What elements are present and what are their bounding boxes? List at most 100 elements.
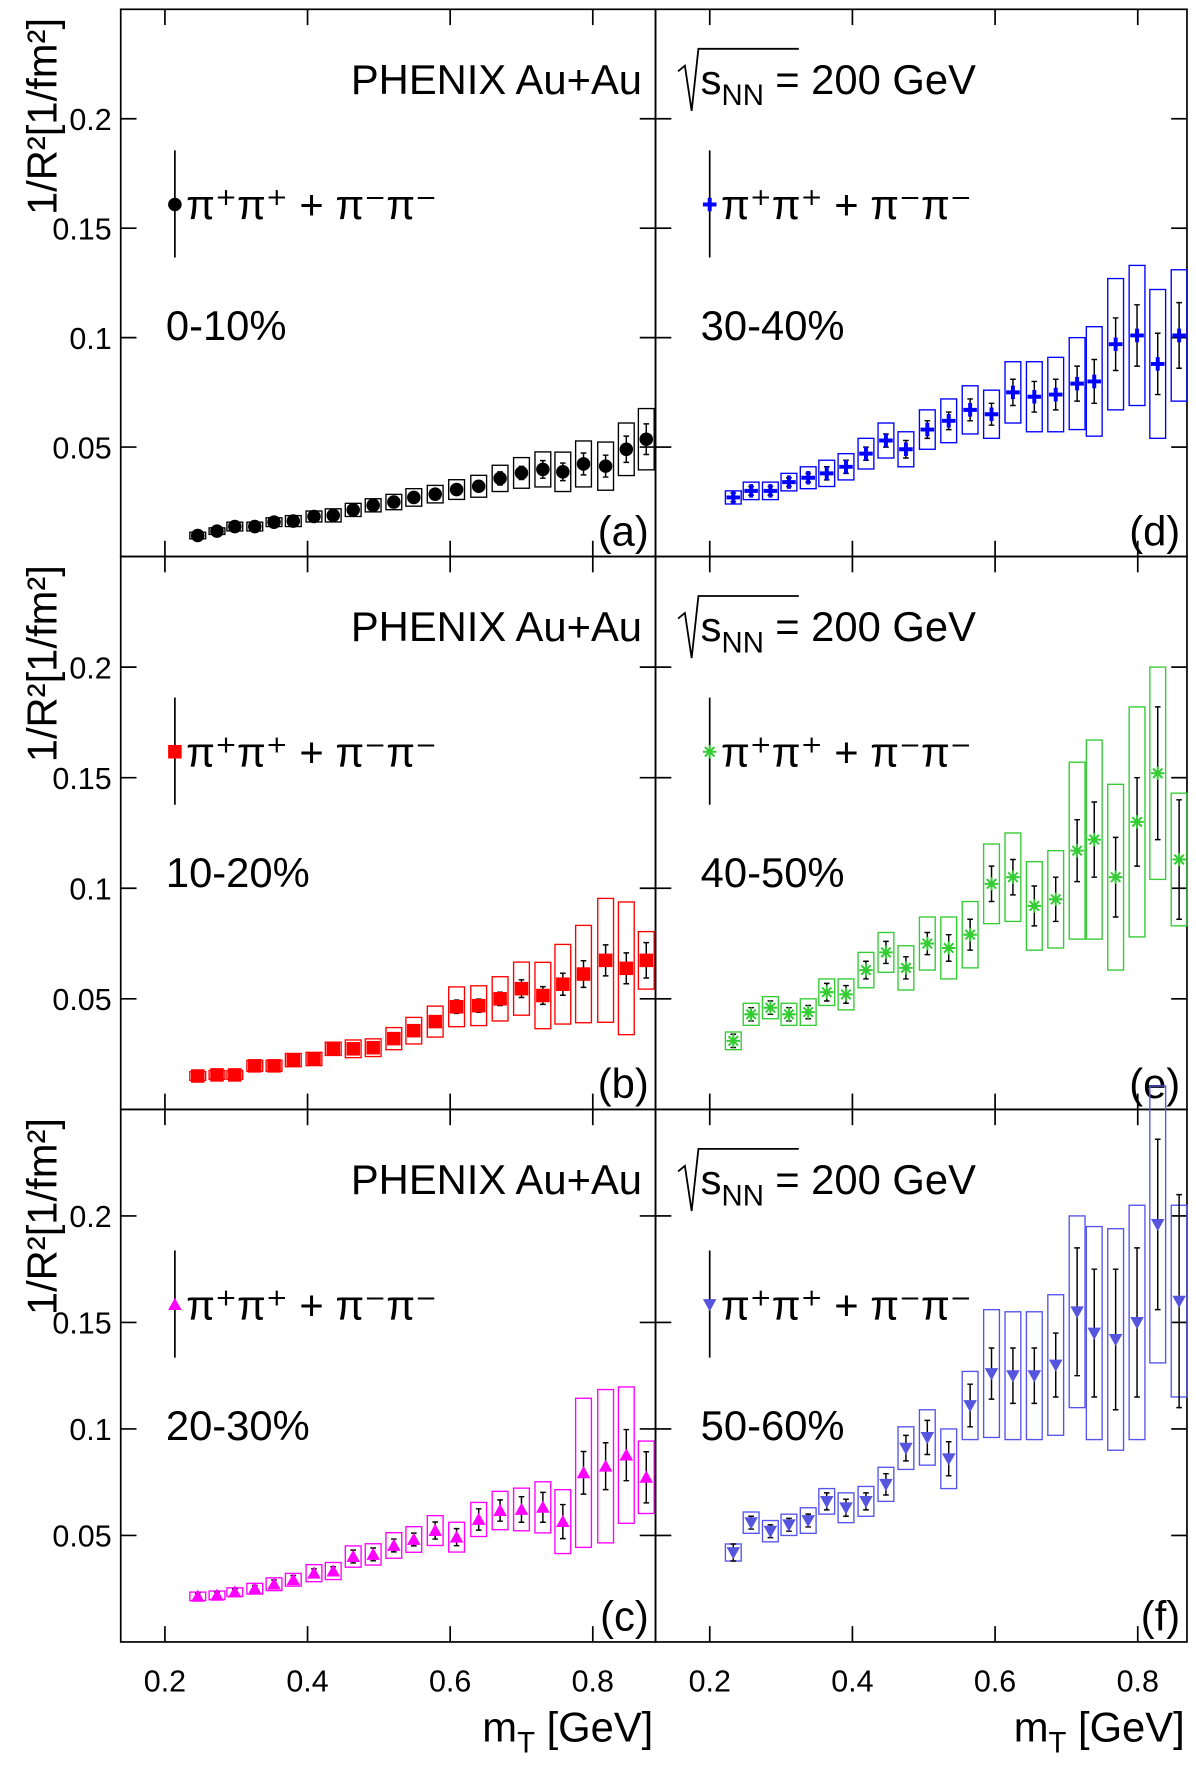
marker	[1108, 870, 1123, 884]
marker	[514, 981, 529, 996]
sys-box	[324, 1561, 342, 1581]
sys-box	[742, 1002, 760, 1027]
marker	[619, 1448, 634, 1461]
centrality: 10-20%	[166, 849, 310, 896]
legend-label: π⁺π⁺ + π⁻π⁻	[721, 728, 972, 775]
energy-symbol: s	[701, 1156, 722, 1203]
panel-title: PHENIX Au+Au	[351, 1156, 642, 1203]
sqrt-sign	[677, 1147, 799, 1212]
marker	[514, 1502, 529, 1515]
energy-subscript: NN	[722, 626, 764, 659]
marker	[1130, 815, 1144, 829]
marker	[1070, 843, 1084, 858]
marker	[782, 1519, 796, 1532]
marker	[920, 1432, 935, 1445]
sys-box	[305, 1563, 323, 1583]
centrality: 40-50%	[701, 849, 845, 896]
energy-value: = 200 GeV	[775, 56, 976, 103]
sys-box	[1128, 1204, 1146, 1441]
sys-box	[491, 1490, 509, 1531]
marker	[428, 1014, 442, 1029]
sys-box	[637, 930, 655, 990]
marker	[190, 1069, 205, 1083]
marker	[346, 1042, 360, 1056]
sys-box	[961, 385, 979, 435]
sys-box	[877, 422, 895, 459]
marker	[168, 197, 182, 212]
sys-box	[470, 474, 488, 498]
sys-box	[780, 472, 798, 492]
marker	[307, 1566, 321, 1579]
sys-box	[554, 451, 572, 493]
sys-box	[597, 897, 615, 1023]
marker	[307, 1052, 321, 1066]
energy-symbol: s	[701, 603, 722, 650]
sys-box	[470, 1501, 488, 1538]
sys-box	[534, 1481, 552, 1534]
sys-box	[837, 1492, 855, 1524]
marker	[366, 1040, 380, 1055]
marker	[819, 985, 834, 999]
marker	[576, 967, 591, 981]
marker	[556, 1514, 570, 1528]
marker	[839, 987, 853, 1002]
marker	[190, 1589, 205, 1602]
marker	[1087, 374, 1102, 389]
marker	[493, 992, 507, 1006]
marker	[879, 433, 893, 448]
marker	[1108, 1334, 1123, 1347]
marker	[407, 1532, 421, 1545]
sys-box	[877, 931, 895, 973]
sys-box	[761, 1519, 779, 1543]
marker	[879, 945, 893, 960]
sys-box	[637, 407, 655, 471]
marker	[471, 479, 486, 494]
sys-box	[385, 1026, 403, 1051]
marker	[1150, 766, 1165, 781]
panel-label: (f)	[1141, 1593, 1180, 1640]
marker	[859, 963, 873, 977]
marker	[1048, 892, 1063, 907]
sys-box	[1149, 1085, 1167, 1364]
marker	[267, 1059, 281, 1073]
centrality: 0-10%	[166, 302, 287, 349]
marker	[1006, 385, 1020, 400]
marker	[726, 1034, 741, 1048]
sys-box	[448, 479, 466, 501]
sys-box	[574, 924, 593, 1024]
marker	[576, 457, 591, 471]
panel-label: (a)	[598, 507, 649, 554]
sys-box	[385, 493, 403, 511]
marker	[639, 432, 654, 446]
marker	[168, 1297, 182, 1311]
sqrt-sign	[677, 595, 799, 659]
marker	[536, 988, 550, 1003]
marker	[326, 1564, 340, 1577]
energy-label: sNN = 200 GeV	[701, 603, 976, 659]
x-tick-label: 0.4	[831, 1665, 873, 1699]
marker	[819, 1495, 834, 1509]
x-axis-label-main: m	[482, 1703, 517, 1750]
marker	[984, 877, 999, 891]
panel-label: (d)	[1129, 507, 1180, 554]
marker	[879, 1478, 893, 1492]
sys-box	[512, 456, 531, 489]
marker	[984, 1368, 999, 1381]
marker	[801, 1005, 815, 1019]
sqrt-sign	[677, 47, 799, 111]
sys-box	[1004, 1311, 1022, 1441]
marker	[536, 1500, 550, 1513]
sys-box	[1107, 783, 1125, 971]
sys-box	[1170, 269, 1188, 402]
marker	[639, 1470, 654, 1483]
y-tick-label: 0.05	[52, 983, 111, 1017]
x-axis-label-sub: T	[517, 1727, 535, 1760]
marker	[326, 508, 340, 523]
legend-label: π⁺π⁺ + π⁻π⁻	[721, 181, 972, 228]
x-axis-label-unit: [GeV]	[535, 1703, 653, 1750]
sys-box	[597, 441, 615, 491]
marker	[267, 1577, 281, 1590]
marker	[493, 471, 507, 486]
legend-label: π⁺π⁺ + π⁻π⁻	[721, 1281, 972, 1328]
